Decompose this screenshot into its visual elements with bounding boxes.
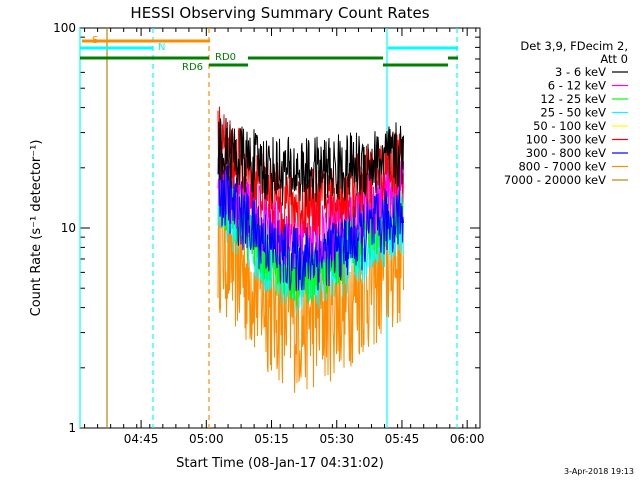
legend-header: Det 3,9, FDecim 2, xyxy=(520,39,628,53)
x-tick-label: 06:00 xyxy=(450,432,485,446)
series-line xyxy=(217,158,404,306)
legend-entry: 300 - 800 keV xyxy=(526,146,606,160)
y-axis-label: Count Rate (s⁻¹ detector⁻¹) xyxy=(29,140,44,317)
flag-label: S xyxy=(92,35,98,46)
vertical-markers xyxy=(79,28,458,428)
flag-bars: S N RD0 RD6 xyxy=(80,35,458,73)
flag-label: RD6 xyxy=(182,62,203,73)
legend-header: Att 0 xyxy=(600,52,628,66)
x-tick-label: 05:30 xyxy=(319,432,354,446)
x-tick-label: 05:45 xyxy=(385,432,420,446)
generated-timestamp: 3-Apr-2018 19:13 xyxy=(564,467,634,476)
legend-entry: 25 - 50 keV xyxy=(540,106,606,120)
legend-entry: 800 - 7000 keV xyxy=(518,160,606,174)
legend-entry: 7000 - 20000 keV xyxy=(504,173,606,187)
x-tick-label: 05:15 xyxy=(254,432,289,446)
legend-entry: 50 - 100 keV xyxy=(533,119,606,133)
x-axis-label: Start Time (08-Jan-17 04:31:02) xyxy=(176,456,384,471)
y-tick-label: 1 xyxy=(68,421,76,435)
axis-ticks: 04:45 05:00 05:15 05:30 05:45 06:00 1 10 100 xyxy=(53,21,484,446)
legend-entry: 6 - 12 keV xyxy=(548,79,606,93)
x-tick-label: 04:45 xyxy=(124,432,159,446)
legend-entry: 12 - 25 keV xyxy=(540,92,606,106)
legend-entry: 100 - 300 keV xyxy=(526,133,606,147)
series-line xyxy=(217,117,404,207)
flag-label: RD0 xyxy=(215,52,236,63)
series-line xyxy=(217,152,404,292)
legend-entry: 3 - 6 keV xyxy=(555,65,606,79)
chart-title: HESSI Observing Summary Count Rates xyxy=(130,4,429,22)
y-tick-label: 10 xyxy=(61,221,76,235)
x-tick-label: 05:00 xyxy=(189,432,224,446)
flag-label: N xyxy=(158,42,165,53)
series-lines xyxy=(217,106,404,393)
y-tick-label: 100 xyxy=(53,21,76,35)
